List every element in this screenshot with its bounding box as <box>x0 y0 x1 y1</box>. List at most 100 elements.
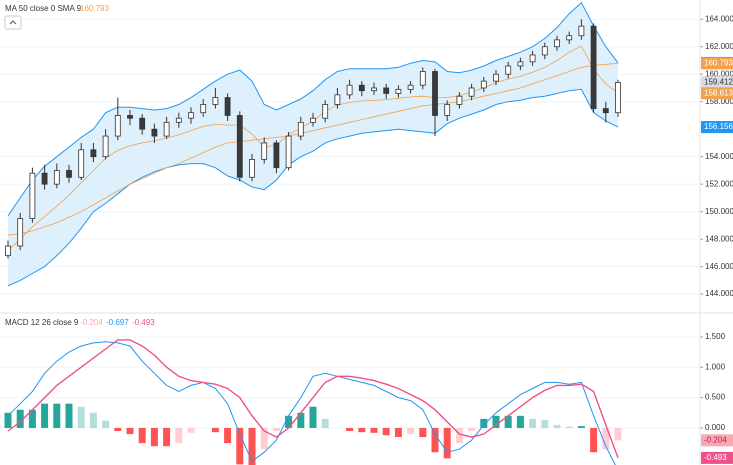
histogram-bar <box>297 412 305 428</box>
histogram-bar <box>248 427 256 465</box>
candle-body <box>200 104 207 114</box>
histogram-bar <box>407 427 415 435</box>
histogram-bar <box>126 427 134 435</box>
candle-body <box>249 159 255 178</box>
histogram-bar <box>236 427 244 465</box>
histogram-bar <box>4 412 12 428</box>
candle-body <box>5 245 11 257</box>
candle-body <box>127 115 133 119</box>
y-tick-label: 146.000 <box>705 262 733 271</box>
histogram-bar <box>443 427 451 459</box>
candle-body <box>371 87 377 92</box>
candle-body <box>468 87 475 97</box>
band-lower <box>7 88 619 287</box>
price-label: 159.412 <box>704 77 733 86</box>
price-label: 158.613 <box>704 88 733 97</box>
candle-body <box>615 82 621 114</box>
candle-body <box>139 117 146 130</box>
price-label-box <box>701 76 733 89</box>
value-label: -0.204 <box>704 435 727 444</box>
histogram-bar <box>65 403 73 428</box>
signal-legend-value: -0.493 <box>132 318 155 327</box>
y-tick-label: 160.000 <box>705 69 733 78</box>
candle-body <box>273 142 280 169</box>
price-label-box <box>701 57 733 70</box>
candle-body <box>395 88 402 94</box>
candle-body <box>493 73 499 82</box>
y-tick-label: 148.000 <box>705 234 733 243</box>
histogram-bar <box>504 415 512 428</box>
candle-body <box>322 104 329 119</box>
histogram-bar <box>394 427 402 438</box>
candle-body <box>578 25 585 37</box>
ma-legend-value: 160.793 <box>80 4 109 13</box>
histogram-bar <box>370 427 378 433</box>
histogram-bar <box>260 427 268 450</box>
candle-body <box>90 149 97 158</box>
histogram-bar <box>614 427 622 441</box>
candle-body <box>505 65 512 75</box>
y-tick-label: 144.000 <box>705 289 733 298</box>
price-label: 156.156 <box>704 122 733 131</box>
signal-line <box>7 339 619 459</box>
candle-body <box>175 117 182 123</box>
candle-body <box>236 115 243 178</box>
candle-body <box>541 46 548 56</box>
histogram-bar <box>175 427 183 444</box>
candle-body <box>346 84 353 96</box>
candle-body <box>310 117 316 123</box>
candle-body <box>407 84 414 90</box>
histogram-bar <box>16 409 24 428</box>
ma-line <box>7 62 619 236</box>
y-tick-label: 164.000 <box>705 14 733 23</box>
candle-body <box>29 172 36 219</box>
plot-layer <box>0 1 703 465</box>
band-upper <box>7 1 619 217</box>
histogram-bar <box>346 427 354 431</box>
candle-body <box>66 170 72 178</box>
y-tick-label: 162.000 <box>705 42 733 51</box>
candle-body <box>590 25 597 109</box>
candle-body <box>212 97 219 105</box>
candle-body <box>444 104 451 116</box>
candle-body <box>554 39 560 48</box>
candle-body <box>456 95 463 105</box>
candle-body <box>297 121 304 137</box>
histogram-bar <box>28 409 36 428</box>
histogram-bar <box>516 415 524 428</box>
histogram-bar <box>492 415 500 428</box>
histogram-bar <box>382 427 390 436</box>
candle-body <box>566 35 573 41</box>
hist-legend-value: -0.204 <box>80 318 103 327</box>
y-tick-label: 150.000 <box>705 207 733 216</box>
histogram-bar <box>187 427 195 433</box>
y-tick-label: 152.000 <box>705 179 733 188</box>
price-label-box <box>701 121 733 134</box>
histogram-bar <box>590 427 598 453</box>
candle-body <box>41 172 48 185</box>
candle-body <box>517 61 524 67</box>
collapse-box[interactable] <box>4 15 22 30</box>
histogram-bar <box>163 427 171 447</box>
histogram-bar <box>272 427 280 431</box>
histogram-bar <box>565 426 573 428</box>
collapse-icon[interactable] <box>9 20 17 25</box>
histogram-bar <box>468 427 476 431</box>
histogram-bar <box>553 424 561 428</box>
histogram-bar <box>602 427 610 450</box>
macd-legend-value: -0.697 <box>106 318 129 327</box>
y-tick-label: 158.000 <box>705 97 733 106</box>
candle-body <box>224 97 231 116</box>
candle-body <box>261 142 268 160</box>
y-tick-label: 1.500 <box>705 332 726 341</box>
price-label-box <box>701 87 733 100</box>
collapse-button[interactable] <box>4 15 22 30</box>
histogram-bar <box>89 412 97 428</box>
candle-body <box>432 71 438 116</box>
histogram-bar <box>358 427 366 433</box>
histogram-bar <box>309 406 317 428</box>
y-tick-label: 0.000 <box>705 423 726 432</box>
value-label-box <box>701 434 733 447</box>
candle-body <box>358 84 365 92</box>
